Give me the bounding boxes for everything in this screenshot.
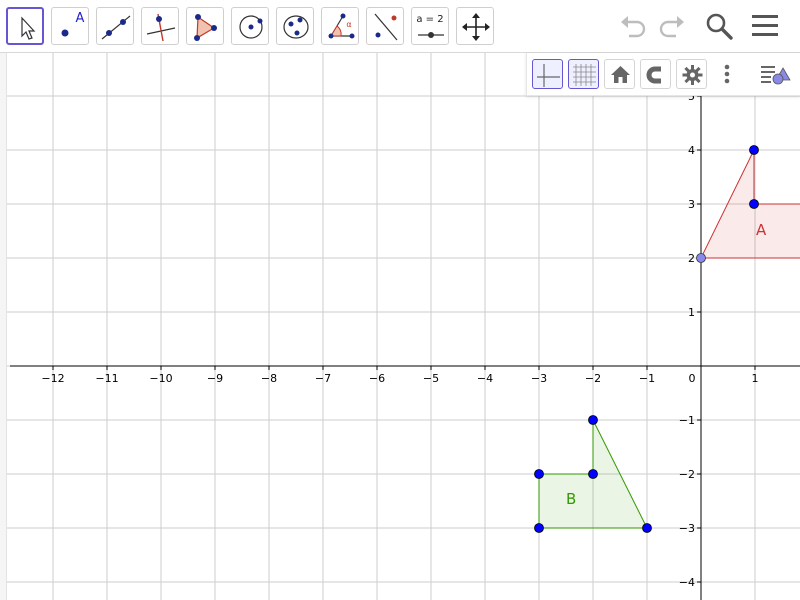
point-b-vertex-4[interactable]: [534, 523, 544, 533]
angle-tool-label: α: [346, 20, 352, 29]
grid: [0, 53, 800, 600]
x-tick-label: −5: [423, 372, 439, 385]
graphics-view[interactable]: −12 −11 −10 −9 −8 −7 −6 −5 −4 −3 −2 −1 0 1 54321−1−2−…: [0, 53, 800, 600]
toggle-style-bar-button[interactable]: [757, 59, 797, 89]
x-tick-label: −2: [585, 372, 601, 385]
y-tick-label: 1: [688, 306, 695, 319]
more-vertical-icon: [724, 64, 730, 84]
redo-icon[interactable]: [654, 10, 688, 42]
point-a-vertex-2[interactable]: [749, 199, 759, 209]
circle-three-points-tool[interactable]: [276, 7, 314, 45]
move-graphics-view-tool[interactable]: [456, 7, 494, 45]
home-button[interactable]: [604, 59, 635, 89]
angle-icon: [328, 13, 355, 39]
point-a-vertex-1[interactable]: [749, 145, 759, 155]
x-tick-label: −3: [531, 372, 547, 385]
axes: [10, 53, 800, 600]
more-vertical-button[interactable]: [717, 59, 737, 89]
point-a-free-vertex[interactable]: [696, 253, 706, 263]
x-tick-label: −1: [639, 372, 655, 385]
point-b-vertex-5[interactable]: [642, 523, 652, 533]
arrow-cursor-icon: [21, 16, 36, 40]
x-tick-label: −9: [207, 372, 223, 385]
magnet-icon: [646, 66, 666, 84]
point-b-vertex-3[interactable]: [534, 469, 544, 479]
left-panel-edge[interactable]: [0, 53, 7, 600]
axes-toggle-button[interactable]: [532, 59, 563, 89]
points[interactable]: [534, 145, 759, 533]
point-capturing-button[interactable]: [640, 59, 671, 89]
circle-three-points-icon: [283, 15, 309, 39]
y-tick-label: −4: [679, 576, 695, 589]
polygon-icon: [194, 14, 217, 41]
x-tick-label: −8: [261, 372, 277, 385]
angle-tool[interactable]: α: [321, 7, 359, 45]
perpendicular-line-icon: [146, 13, 176, 42]
y-tick-label: 3: [688, 198, 695, 211]
x-tick-label: −6: [369, 372, 385, 385]
x-tick-label: −10: [149, 372, 172, 385]
x-tick-label: 0: [689, 372, 696, 385]
point-tool[interactable]: A: [51, 7, 89, 45]
circle-center-point-tool[interactable]: [231, 7, 269, 45]
point-b-vertex-2[interactable]: [588, 469, 598, 479]
point-icon: [61, 29, 69, 37]
x-tick-label: −11: [95, 372, 118, 385]
line-icon: [101, 15, 131, 40]
circle-center-icon: [239, 15, 263, 39]
slider-tool-label: a = 2: [416, 14, 444, 25]
point-b-vertex-1[interactable]: [588, 415, 598, 425]
reflect-icon: [374, 13, 398, 41]
axes-toggle-icon: [537, 64, 560, 87]
x-tick-label: −4: [477, 372, 493, 385]
y-axis-ticks: 5 4 3 2 1 −1 −2 −3 −4: [679, 90, 701, 589]
search-icon[interactable]: [702, 10, 736, 42]
settings-button[interactable]: [676, 59, 707, 89]
x-tick-label: −7: [315, 372, 331, 385]
polygon-a-label: A: [756, 221, 767, 239]
move-cross-arrows-icon: [462, 13, 490, 41]
toolbar: A: [0, 0, 800, 53]
toggle-style-bar-icon: [761, 66, 791, 85]
gear-icon: [682, 65, 703, 85]
y-tick-label: 5: [688, 90, 695, 103]
reflect-tool[interactable]: [366, 7, 404, 45]
y-tick-label: −1: [679, 414, 695, 427]
y-tick-label: −2: [679, 468, 695, 481]
undo-icon[interactable]: [617, 10, 651, 42]
y-tick-label: −3: [679, 522, 695, 535]
polygon-b-label: B: [566, 490, 576, 508]
move-tool[interactable]: [6, 7, 44, 45]
style-bar: [526, 53, 800, 96]
perpendicular-line-tool[interactable]: [141, 7, 179, 45]
x-axis-ticks: −12 −11 −10 −9 −8 −7 −6 −5 −4 −3 −2 −1 0 1: [41, 366, 759, 385]
y-tick-label: 2: [688, 252, 695, 265]
x-tick-label: −12: [41, 372, 64, 385]
grid-toggle-button[interactable]: [568, 59, 599, 89]
slider-tool[interactable]: a = 2: [411, 7, 449, 45]
grid-toggle-icon: [573, 64, 596, 86]
slider-icon: [418, 32, 444, 38]
home-icon: [611, 66, 630, 83]
point-tool-label: A: [75, 11, 85, 26]
y-tick-label: 4: [688, 144, 695, 157]
menu-icon[interactable]: [748, 10, 782, 42]
line-tool[interactable]: [96, 7, 134, 45]
x-tick-label: 1: [752, 372, 759, 385]
polygon-tool[interactable]: [186, 7, 224, 45]
